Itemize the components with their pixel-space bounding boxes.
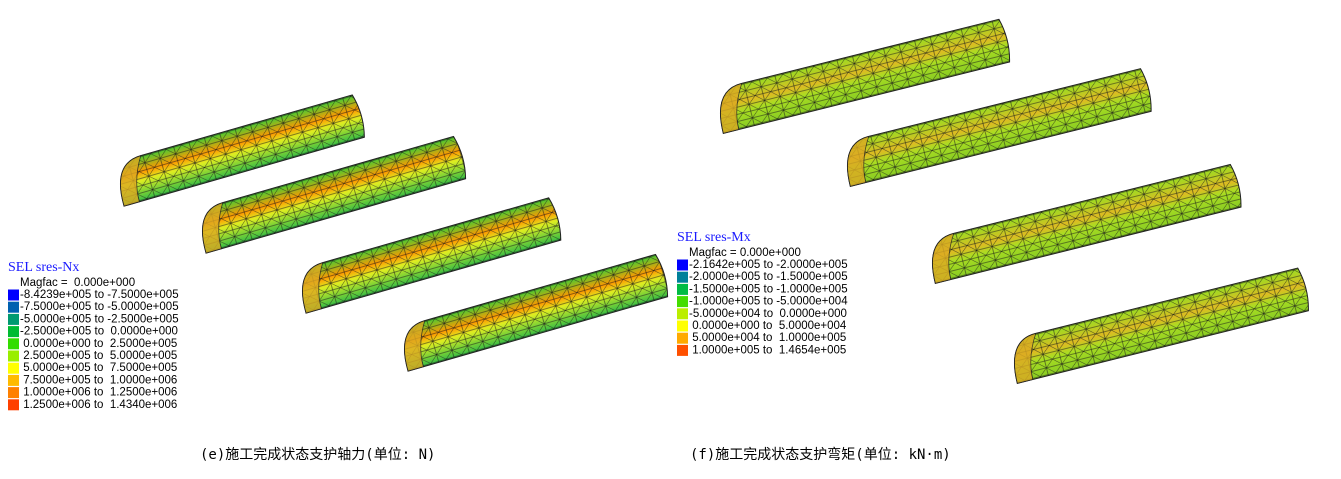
legend-swatch bbox=[8, 290, 19, 301]
tube-mesh bbox=[1007, 267, 1312, 383]
tube bbox=[1007, 267, 1312, 383]
legend-label: 1.0000e+005 to 1.4654e+005 bbox=[689, 344, 846, 356]
legend-label: 1.2500e+006 to 1.4340e+006 bbox=[20, 399, 177, 411]
tube bbox=[925, 164, 1244, 284]
legend-swatch bbox=[8, 351, 19, 362]
legend-label: -1.5000e+005 to -1.0000e+005 bbox=[689, 283, 848, 295]
legend-swatch bbox=[8, 326, 19, 337]
legend-label: 0.0000e+000 to 5.0000e+004 bbox=[689, 320, 847, 332]
tube-mesh bbox=[925, 164, 1244, 284]
legend-swatch bbox=[677, 272, 688, 283]
figure: (e)施工完成状态支护轴力(单位: N) (f)施工完成状态支护弯矩(单位: k… bbox=[0, 0, 1341, 474]
legend-swatch bbox=[8, 399, 19, 410]
legend-label: -2.1642e+005 to -2.0000e+005 bbox=[689, 259, 848, 271]
caption: (e)施工完成状态支护轴力(单位: N) bbox=[200, 447, 435, 463]
legend-swatch bbox=[8, 375, 19, 386]
legend-swatch bbox=[677, 308, 688, 319]
legend-title: SEL sres-Mx bbox=[677, 230, 751, 245]
legend-swatch bbox=[8, 338, 19, 349]
legend-swatch bbox=[677, 345, 688, 356]
legend-label: 5.0000e+004 to 1.0000e+005 bbox=[689, 332, 846, 344]
legend-label: 1.0000e+006 to 1.2500e+006 bbox=[20, 387, 177, 399]
legend-swatch bbox=[677, 321, 688, 332]
legend-swatch bbox=[677, 333, 688, 344]
legend-label: -5.0000e+005 to -2.5000e+005 bbox=[20, 313, 179, 325]
legend-swatch bbox=[8, 314, 19, 325]
legend-label: 5.0000e+005 to 7.5000e+005 bbox=[20, 362, 177, 374]
legend-label: -8.4239e+005 to -7.5000e+005 bbox=[20, 289, 179, 301]
legend-label: 7.5000e+005 to 1.0000e+006 bbox=[20, 374, 177, 386]
legend-swatch bbox=[677, 284, 688, 295]
legend-swatch bbox=[8, 363, 19, 374]
legend-label: -5.0000e+004 to 0.0000e+000 bbox=[689, 308, 847, 320]
legend-magfac: Magfac = 0.000e+000 bbox=[689, 247, 801, 259]
legend-label: 2.5000e+005 to 5.0000e+005 bbox=[20, 350, 177, 362]
legend-label: -7.5000e+005 to -5.0000e+005 bbox=[20, 301, 179, 313]
legend-swatch bbox=[8, 302, 19, 313]
legend-swatch bbox=[8, 387, 19, 398]
caption: (f)施工完成状态支护弯矩(单位: kN·m) bbox=[690, 446, 951, 463]
legend-label: 0.0000e+000 to 2.5000e+005 bbox=[20, 338, 177, 350]
legend-magfac: Magfac = 0.000e+000 bbox=[20, 277, 135, 289]
legend-swatch bbox=[677, 260, 688, 271]
legend-label: -1.0000e+005 to -5.0000e+004 bbox=[689, 296, 848, 308]
legend-label: -2.0000e+005 to -1.5000e+005 bbox=[689, 271, 848, 283]
legend-title: SEL sres-Nx bbox=[8, 260, 79, 275]
legend-label: -2.5000e+005 to 0.0000e+000 bbox=[20, 326, 178, 338]
legend-swatch bbox=[677, 296, 688, 307]
